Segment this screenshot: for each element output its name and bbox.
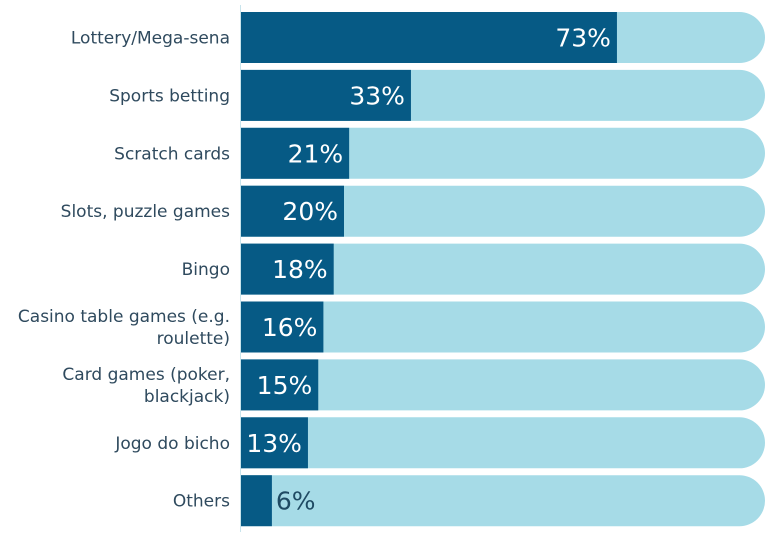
category-label: Sports betting xyxy=(109,86,230,106)
category-label-line: Casino table games (e.g. xyxy=(18,307,230,327)
bar-track xyxy=(241,475,766,527)
bar-row: 20% Slots, puzzle games xyxy=(61,185,766,237)
bar xyxy=(241,417,308,469)
bar xyxy=(241,12,617,63)
bar xyxy=(241,301,324,353)
category-label: Scratch cards xyxy=(114,144,230,164)
bar-track xyxy=(241,185,766,237)
bar-track xyxy=(241,359,766,411)
data-label: 33% xyxy=(349,81,405,110)
bar xyxy=(241,69,411,121)
category-label-line: blackjack) xyxy=(144,387,230,407)
category-label-line: Jogo do bicho xyxy=(114,434,230,454)
bar-row: 33% Sports betting xyxy=(109,69,766,121)
bar-row: 16% Casino table games (e.g. roulette) xyxy=(18,301,766,353)
category-label-line: Slots, puzzle games xyxy=(61,202,230,222)
category-label-line: Others xyxy=(173,492,230,512)
bar-row: 21% Scratch cards xyxy=(114,127,766,179)
data-label: 20% xyxy=(282,197,338,226)
bar-row: 6% Others xyxy=(173,475,766,527)
data-label: 6% xyxy=(276,487,316,516)
data-label: 73% xyxy=(555,24,611,53)
category-label-line: Sports betting xyxy=(109,86,230,106)
data-label: 15% xyxy=(257,371,313,400)
category-label-line: roulette) xyxy=(157,329,230,349)
data-label: 16% xyxy=(262,313,318,342)
category-label-line: Lottery/Mega-sena xyxy=(71,29,230,49)
category-label: Slots, puzzle games xyxy=(61,202,230,222)
category-label-line: Scratch cards xyxy=(114,144,230,164)
bar xyxy=(241,475,272,527)
category-label: Lottery/Mega-sena xyxy=(71,29,230,49)
bar-row: 13% Jogo do bicho xyxy=(114,417,766,469)
data-label: 18% xyxy=(272,255,328,284)
bar-rows: 73% Lottery/Mega-sena 33% Sports betting 21%… xyxy=(18,12,766,527)
bar xyxy=(241,243,334,295)
category-label-line: Card games (poker, xyxy=(62,365,230,385)
category-label: Card games (poker, blackjack) xyxy=(62,365,230,407)
bar-track xyxy=(241,417,766,469)
bar xyxy=(241,127,350,179)
bar-track xyxy=(241,301,766,353)
bar xyxy=(241,185,344,237)
category-label: Casino table games (e.g. roulette) xyxy=(18,307,230,349)
bar-row: 18% Bingo xyxy=(182,243,766,295)
category-label: Jogo do bicho xyxy=(114,434,230,454)
data-label: 13% xyxy=(246,429,302,458)
bar-track xyxy=(241,127,766,179)
bar-row: 73% Lottery/Mega-sena xyxy=(71,12,766,63)
bar-track xyxy=(241,243,766,295)
category-label: Bingo xyxy=(182,260,230,280)
category-label-line: Bingo xyxy=(182,260,230,280)
data-label: 21% xyxy=(288,139,344,168)
bar-row: 15% Card games (poker, blackjack) xyxy=(62,359,766,411)
category-label: Others xyxy=(173,492,230,512)
bar xyxy=(241,359,319,411)
